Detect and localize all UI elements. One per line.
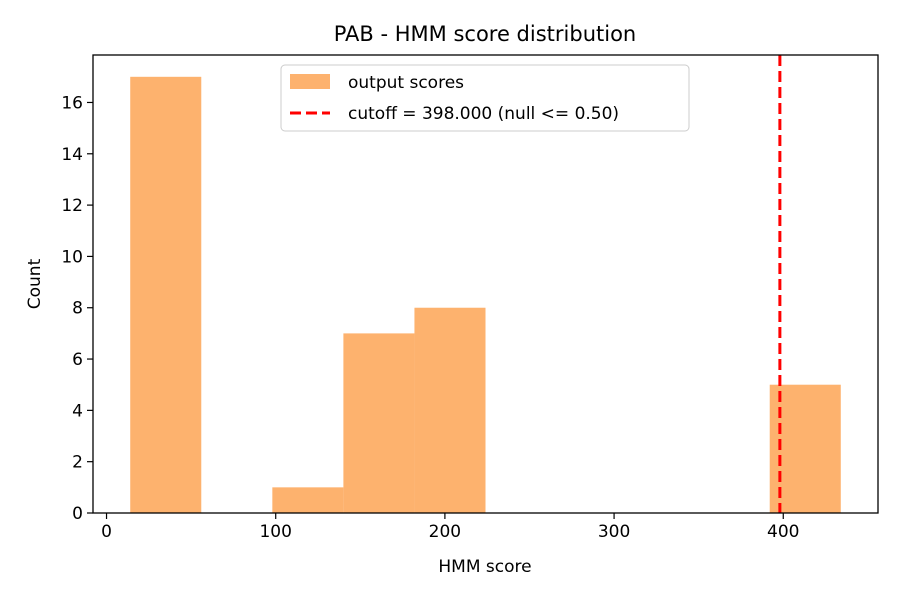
histogram-bar-9 <box>769 384 841 513</box>
chart-title: PAB - HMM score distribution <box>334 22 637 46</box>
histogram-bar-2 <box>272 487 344 513</box>
y-tick-label-14: 14 <box>61 145 83 165</box>
histogram-bar-4 <box>414 307 486 513</box>
y-axis-label: Count <box>25 258 45 309</box>
x-tick-label-300: 300 <box>598 522 630 542</box>
x-axis-label: HMM score <box>438 557 531 577</box>
y-tick-label-10: 10 <box>61 247 83 267</box>
y-tick-label-8: 8 <box>72 299 83 319</box>
y-tick-label-16: 16 <box>61 93 83 113</box>
legend-patch-output-scores <box>290 74 330 89</box>
y-tick-label-2: 2 <box>72 453 83 473</box>
histogram-bar-0 <box>130 76 202 514</box>
plot-frame <box>92 54 879 514</box>
legend: output scores cutoff = 398.000 (null <= … <box>280 64 690 132</box>
y-tick-label-6: 6 <box>72 350 83 370</box>
y-tick-label-0: 0 <box>72 504 83 524</box>
x-tick-label-200: 200 <box>429 522 461 542</box>
legend-label-output-scores: output scores <box>348 73 464 93</box>
y-tick-label-12: 12 <box>61 196 83 216</box>
histogram-bars <box>130 76 841 514</box>
histogram-bar-3 <box>343 333 415 513</box>
y-axis-ticks: 0 2 4 6 8 10 12 14 16 <box>61 93 93 524</box>
x-tick-label-0: 0 <box>101 522 112 542</box>
legend-frame <box>280 64 690 132</box>
legend-label-cutoff: cutoff = 398.000 (null <= 0.50) <box>348 104 619 124</box>
x-tick-label-400: 400 <box>767 522 799 542</box>
x-axis-ticks: 0 100 200 300 400 <box>101 513 799 542</box>
y-tick-label-4: 4 <box>72 401 83 421</box>
x-tick-label-100: 100 <box>259 522 291 542</box>
